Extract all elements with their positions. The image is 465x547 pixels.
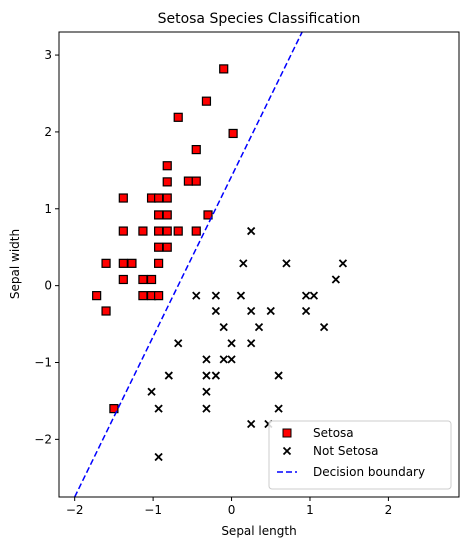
not-setosa-point [174,339,183,348]
not-setosa-point [211,371,220,380]
not-setosa-point [338,259,348,268]
setosa-point [127,258,137,268]
y-tick-label: 3 [44,48,52,62]
x-tick-label: −1 [144,503,162,517]
y-tick-label: 0 [44,279,52,293]
not-setosa-point [247,226,256,236]
not-setosa-point [219,355,228,364]
not-setosa-point [274,371,283,380]
setosa-point [154,242,164,252]
setosa-point [173,226,183,236]
legend: Setosa Not Setosa Decision boundary [268,420,452,490]
not-setosa-point [202,404,211,413]
setosa-point [146,274,157,285]
legend-setosa-marker [282,428,292,438]
y-tick-label: 1 [44,202,52,216]
setosa-point [154,193,164,203]
not-setosa-point [202,371,211,380]
setosa-point [118,193,128,203]
setosa-point [118,274,128,285]
not-setosa-point [202,387,211,396]
x-tick-label: 1 [306,503,314,517]
plot-frame [58,31,460,498]
not-setosa-point [266,306,275,316]
not-setosa-point [147,387,156,396]
not-setosa-point [309,291,319,300]
not-setosa-point [301,291,311,300]
legend-not-setosa-label: Not Setosa [313,444,379,458]
not-setosa-point [154,404,163,413]
setosa-point [219,64,229,74]
not-setosa-point [254,323,264,332]
not-setosa-point [239,259,248,268]
setosa-point [191,144,201,155]
not-setosa-point [164,371,173,380]
x-tick-label: −2 [66,503,84,517]
not-setosa-point [331,275,340,284]
setosa-point [162,193,172,203]
not-setosa-point [192,291,201,300]
y-tick-label: −1 [34,355,52,369]
setosa-point [183,176,194,186]
setosa-point [101,258,111,268]
y-axis-label: Sepal width [8,229,22,299]
setosa-point [203,210,213,220]
not-setosa-point [211,291,220,300]
x-axis: −2 −1 0 1 2 [66,497,392,517]
setosa-point [154,226,164,236]
legend-box [268,420,452,490]
chart-title: Setosa Species Classification [158,11,361,27]
not-setosa-point [227,339,236,348]
not-setosa-point [247,306,256,316]
not-setosa-point [247,339,256,348]
setosa-point [154,210,164,220]
not-setosa-point [154,452,163,462]
setosa-point [228,128,238,139]
x-tick-label: 2 [385,503,393,517]
y-tick-label: −2 [34,432,52,446]
setosa-point [154,258,164,268]
not-setosa-point [236,291,246,300]
setosa-point [201,96,212,106]
y-tick-label: 2 [44,125,52,139]
setosa-point [154,291,164,301]
not-setosa-point [247,419,256,429]
setosa-point [101,306,111,316]
setosa-point [191,176,201,186]
setosa-point [191,226,201,236]
setosa-point [162,210,172,220]
setosa-point [162,177,172,187]
legend-boundary-label: Decision boundary [313,465,425,479]
not-setosa-point [219,323,228,332]
not-setosa-point [282,259,291,268]
setosa-point [138,291,148,301]
setosa-point [173,112,183,122]
x-tick-label: 0 [228,503,236,517]
legend-setosa-label: Setosa [313,426,354,440]
not-setosa-point [202,355,211,364]
x-axis-label: Sepal length [221,524,296,538]
setosa-point [138,274,148,285]
plot-area [74,32,348,497]
not-setosa-point [211,306,220,316]
not-setosa-point [227,355,236,364]
setosa-point [92,291,102,301]
setosa-point [162,161,172,171]
y-axis: −2 −1 0 1 2 3 [34,48,59,446]
decision-boundary-line [74,32,303,497]
setosa-point [109,404,119,414]
setosa-point [162,242,172,252]
legend-not-setosa-marker [282,446,292,456]
setosa-point [138,226,148,236]
setosa-point [118,258,128,268]
not-setosa-point [319,323,329,332]
setosa-point [118,226,128,236]
setosa-point [162,226,172,236]
not-setosa-point [301,306,311,316]
not-setosa-point [274,404,283,413]
